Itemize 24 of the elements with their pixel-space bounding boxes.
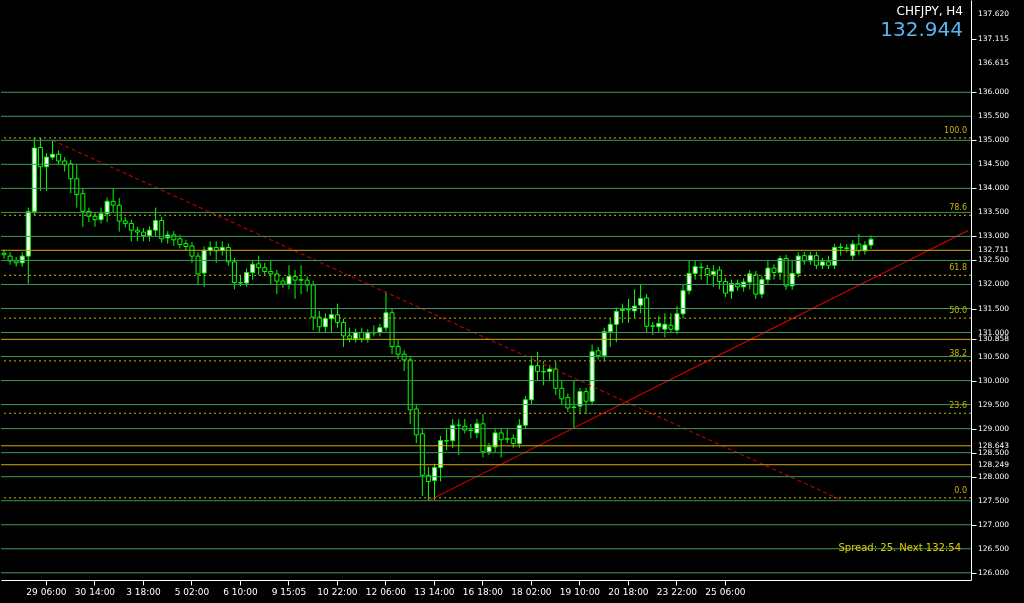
annotation: 50.0 bbox=[949, 306, 967, 316]
x-tick-label: 29 06:00 bbox=[26, 586, 67, 597]
x-tick-label: 13 14:00 bbox=[414, 586, 455, 597]
x-tick-label: 9 15:05 bbox=[271, 586, 307, 597]
annotation: Spread: 25. Next 132:54 bbox=[838, 542, 961, 553]
x-tick-label: 20 18:00 bbox=[608, 586, 649, 597]
x-tick-label: 19 10:00 bbox=[559, 586, 601, 597]
x-tick-label: 10 22:00 bbox=[317, 586, 358, 597]
text: 132.944 bbox=[880, 17, 963, 41]
x-tick-label: 30 14:00 bbox=[74, 586, 116, 597]
annotation: 100.0 bbox=[944, 125, 967, 135]
annotation: 61.8 bbox=[949, 263, 967, 273]
x-tick-label: 16 18:00 bbox=[462, 586, 504, 597]
annotation: 38.2 bbox=[949, 348, 967, 358]
x-tick-label: 12 06:00 bbox=[365, 586, 407, 597]
x-tick-label: 23 22:00 bbox=[656, 586, 698, 597]
x-tick-label: 3 18:00 bbox=[126, 586, 161, 597]
annotation: 78.6 bbox=[949, 203, 967, 213]
annotation: 0.0 bbox=[954, 485, 967, 495]
x-tick-label: 25 06:00 bbox=[705, 586, 746, 597]
x-tick-label: 5 02:00 bbox=[174, 586, 210, 597]
x-tick-label: 18 02:00 bbox=[511, 586, 552, 597]
x-tick-label: 6 10:00 bbox=[223, 586, 258, 597]
chart-title: CHFJPY, H4 bbox=[896, 4, 963, 18]
